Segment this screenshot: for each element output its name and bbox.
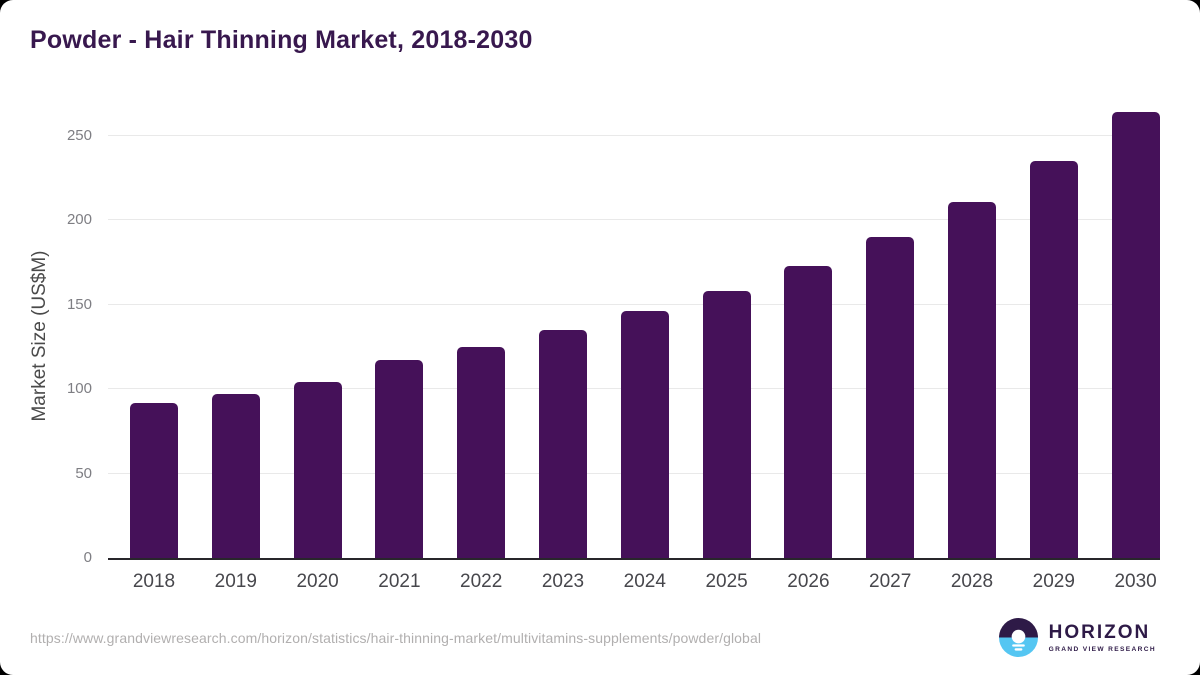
bar-2030 xyxy=(1111,111,1160,558)
x-tick-label: 2022 xyxy=(460,571,503,592)
bar-2022 xyxy=(457,346,506,558)
bar-2027 xyxy=(866,237,915,558)
x-tick-label: 2029 xyxy=(1032,571,1075,592)
gridline xyxy=(108,219,1160,221)
source-url: https://www.grandviewresearch.com/horizo… xyxy=(30,630,762,646)
chart-title: Powder - Hair Thinning Market, 2018-2030 xyxy=(30,26,533,54)
bar-2019 xyxy=(211,394,260,558)
y-tick-label: 200 xyxy=(66,211,92,229)
y-tick-label: 100 xyxy=(66,380,92,398)
x-axis-labels: 2018 2019 2020 2021 2022 2023 2024 2025 2026 2027… xyxy=(108,571,1160,597)
logo-subtitle: GRAND VIEW RESEARCH xyxy=(1048,645,1156,653)
x-tick-label: 2026 xyxy=(787,571,830,592)
gridline xyxy=(108,303,1160,305)
horizon-logo: HORIZON GRAND VIEW RESEARCH xyxy=(998,618,1156,657)
x-tick-label: 2025 xyxy=(705,571,748,592)
y-tick-label: 50 xyxy=(75,464,92,482)
y-tick-label: 0 xyxy=(83,549,92,566)
bar-2025 xyxy=(702,291,751,558)
gridline xyxy=(108,134,1160,136)
logo-wordmark: HORIZON xyxy=(1048,621,1151,643)
bar-2028 xyxy=(948,201,996,558)
bar-2024 xyxy=(620,311,669,558)
bar-2026 xyxy=(784,265,833,558)
y-tick-label: 150 xyxy=(66,295,92,313)
x-tick-label: 2028 xyxy=(950,571,994,592)
bar-2020 xyxy=(293,382,342,558)
x-tick-label: 2030 xyxy=(1114,571,1157,592)
x-tick-label: 2023 xyxy=(541,571,585,592)
bar-2029 xyxy=(1029,160,1078,558)
y-tick-label: 250 xyxy=(66,126,92,144)
y-axis-ticks: 0 50 100 150 200 250 xyxy=(0,90,92,565)
x-tick-label: 2021 xyxy=(378,571,421,592)
x-tick-label: 2020 xyxy=(296,571,339,592)
x-tick-label: 2018 xyxy=(132,571,176,592)
x-tick-label: 2024 xyxy=(623,571,666,592)
bar-2018 xyxy=(130,402,178,558)
bar-2021 xyxy=(375,360,424,558)
x-tick-label: 2019 xyxy=(214,571,257,592)
x-tick-label: 2027 xyxy=(869,571,912,592)
bar-2023 xyxy=(539,329,587,558)
horizon-sun-icon xyxy=(998,618,1038,657)
plot-area xyxy=(108,90,1160,560)
